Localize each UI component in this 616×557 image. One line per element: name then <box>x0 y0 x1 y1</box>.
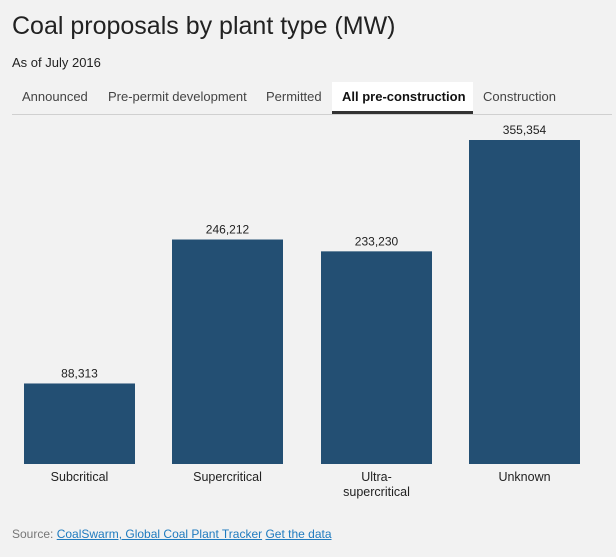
value-label: 233,230 <box>355 234 399 248</box>
category-label-line: Unknown <box>498 470 550 484</box>
bar-chart: 88,313 Subcritical 246,212 Supercritical 233… <box>24 123 580 499</box>
chart-title: Coal proposals by plant type (MW) <box>12 12 396 40</box>
tab-pre-permit-development[interactable]: Pre-permit development <box>108 89 247 104</box>
bar-supercritical[interactable] <box>172 239 283 464</box>
stage-tabs: Announced Pre-permit development Permitt… <box>12 82 612 115</box>
category-label: Subcritical <box>51 470 109 484</box>
get-the-data-link[interactable]: Get the data <box>265 527 332 541</box>
tab-construction[interactable]: Construction <box>483 89 556 104</box>
bar-ultra-supercritical[interactable] <box>321 251 432 464</box>
value-label: 88,313 <box>61 366 98 380</box>
category-label-line: Subcritical <box>51 470 109 484</box>
chart-subtitle: As of July 2016 <box>12 55 101 70</box>
category-label: Unknown <box>498 470 550 484</box>
value-label: 246,212 <box>206 223 250 237</box>
bar-unknown[interactable] <box>469 140 580 464</box>
category-label: Ultra-supercritical <box>343 470 410 499</box>
tab-permitted[interactable]: Permitted <box>266 89 322 104</box>
bar-subcritical[interactable] <box>24 383 135 464</box>
category-label-line: supercritical <box>343 485 410 499</box>
tab-announced[interactable]: Announced <box>22 89 88 104</box>
source-prefix: Source: <box>12 527 54 541</box>
category-label: Supercritical <box>193 470 262 484</box>
source-footer: Source: CoalSwarm, Global Coal Plant Tra… <box>12 527 332 541</box>
category-label-line: Supercritical <box>193 470 262 484</box>
tab-all-pre-construction[interactable]: All pre-construction <box>332 82 473 114</box>
value-label: 355,354 <box>503 123 547 137</box>
category-label-line: Ultra- <box>361 470 392 484</box>
source-link[interactable]: CoalSwarm, Global Coal Plant Tracker <box>56 527 263 541</box>
